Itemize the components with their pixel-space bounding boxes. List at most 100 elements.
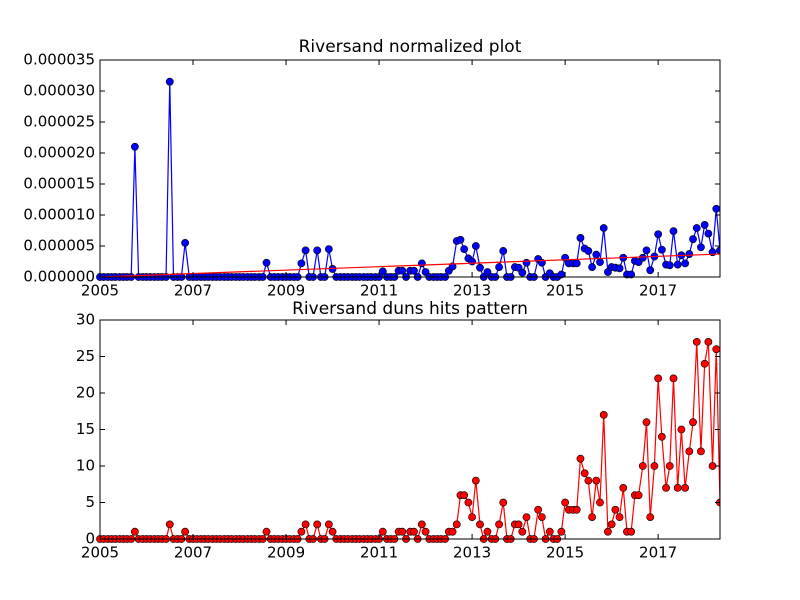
data-point bbox=[460, 491, 469, 500]
x-tick-label: 2007 bbox=[174, 282, 212, 300]
data-point bbox=[704, 337, 713, 346]
data-point bbox=[584, 476, 593, 485]
data-point bbox=[592, 250, 601, 259]
data-point bbox=[654, 230, 663, 239]
data-point bbox=[464, 498, 473, 507]
data-point bbox=[572, 505, 581, 514]
x-tick-label: 2009 bbox=[267, 544, 305, 562]
x-tick-label: 2005 bbox=[81, 282, 119, 300]
data-point bbox=[599, 410, 608, 419]
data-point bbox=[627, 527, 636, 536]
data-point bbox=[417, 520, 426, 529]
data-point bbox=[297, 527, 306, 536]
data-point bbox=[596, 258, 604, 267]
data-point bbox=[692, 337, 701, 346]
data-point bbox=[456, 235, 465, 244]
data-point bbox=[499, 247, 508, 255]
data-point bbox=[646, 266, 655, 275]
data-point bbox=[572, 259, 581, 268]
data-point bbox=[328, 527, 337, 536]
x-tick-label: 2015 bbox=[546, 544, 584, 562]
data-point bbox=[599, 224, 608, 232]
y-tick-label: 30 bbox=[76, 311, 95, 329]
data-point bbox=[611, 505, 620, 514]
axes-frame bbox=[99, 319, 721, 540]
data-point bbox=[297, 259, 306, 268]
data-point bbox=[537, 513, 546, 521]
data-point bbox=[398, 527, 407, 536]
axes-frame bbox=[99, 59, 721, 278]
data-point bbox=[324, 520, 333, 529]
data-point bbox=[642, 246, 651, 255]
data-point bbox=[181, 527, 190, 536]
data-point bbox=[689, 418, 697, 427]
y-tick-label: 0.000015 bbox=[23, 175, 95, 193]
x-tick-label: 2009 bbox=[267, 282, 305, 300]
data-point bbox=[669, 227, 678, 236]
data-point bbox=[471, 476, 480, 485]
y-tick-label: 10 bbox=[76, 457, 95, 475]
x-tick-label: 2011 bbox=[360, 282, 398, 300]
data-point bbox=[704, 229, 713, 238]
data-point bbox=[692, 224, 701, 232]
data-point bbox=[476, 520, 484, 529]
data-point bbox=[301, 520, 310, 529]
data-point bbox=[324, 245, 333, 253]
x-tick-label: 2015 bbox=[546, 282, 584, 300]
x-tick-label: 2017 bbox=[639, 544, 677, 562]
data-point bbox=[165, 520, 174, 529]
data-point bbox=[685, 250, 694, 258]
data-point bbox=[697, 447, 705, 456]
data-point bbox=[522, 513, 531, 521]
y-tick-label: 0.000025 bbox=[23, 113, 95, 131]
data-point bbox=[576, 234, 585, 242]
data-point bbox=[592, 476, 601, 485]
data-point bbox=[669, 374, 678, 383]
data-point bbox=[646, 513, 655, 521]
data-point bbox=[262, 527, 271, 536]
y-tick-label: 5 bbox=[85, 493, 95, 511]
y-tick-label: 0.000035 bbox=[23, 51, 95, 69]
data-point bbox=[468, 257, 476, 266]
data-point bbox=[421, 527, 430, 536]
data-point bbox=[495, 520, 503, 529]
data-point bbox=[665, 462, 674, 470]
data-point bbox=[522, 258, 531, 267]
data-point bbox=[700, 359, 709, 368]
data-point bbox=[518, 268, 527, 277]
data-point bbox=[716, 246, 720, 255]
data-point bbox=[619, 483, 628, 492]
data-point bbox=[471, 242, 480, 250]
x-tick-label: 2013 bbox=[453, 544, 491, 562]
data-point bbox=[607, 520, 616, 529]
data-point bbox=[596, 498, 604, 507]
data-point bbox=[476, 263, 484, 272]
y-tick-label: 0.000010 bbox=[23, 206, 95, 224]
x-tick-label: 2005 bbox=[81, 544, 119, 562]
data-point bbox=[665, 261, 674, 270]
data-point bbox=[662, 483, 670, 492]
data-point bbox=[634, 491, 643, 500]
data-point bbox=[417, 259, 426, 268]
trend-line bbox=[99, 253, 720, 278]
data-point bbox=[561, 498, 570, 507]
data-point bbox=[638, 462, 647, 470]
x-tick-label: 2017 bbox=[639, 282, 677, 300]
x-tick-label: 2007 bbox=[174, 544, 212, 562]
data-point bbox=[685, 447, 694, 456]
y-tick-label: 0.000005 bbox=[23, 237, 95, 255]
data-point bbox=[448, 527, 457, 536]
data-point bbox=[545, 527, 554, 536]
data-point bbox=[499, 498, 508, 507]
data-point bbox=[181, 238, 190, 247]
chart-title: Riversand duns hits pattern bbox=[292, 299, 528, 319]
data-point bbox=[588, 513, 596, 521]
data-point bbox=[638, 253, 647, 262]
data-point bbox=[673, 483, 682, 492]
data-point bbox=[534, 505, 543, 514]
data-point bbox=[712, 204, 720, 213]
data-point bbox=[557, 527, 566, 536]
data-point bbox=[681, 483, 690, 492]
data-point bbox=[615, 513, 624, 521]
data-point bbox=[588, 263, 596, 271]
